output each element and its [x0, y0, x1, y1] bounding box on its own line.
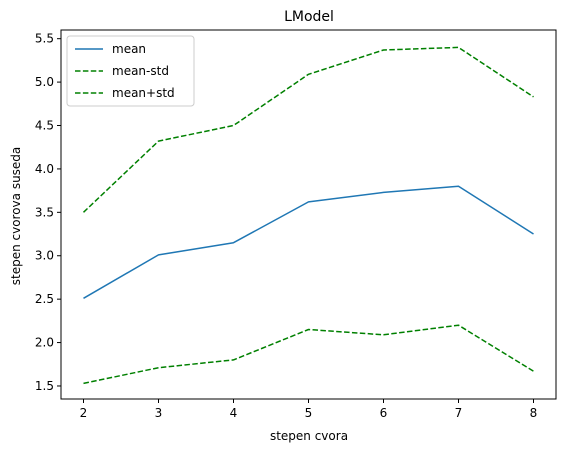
y-tick-label: 2.0 — [35, 336, 54, 350]
legend-entry: mean+std — [112, 86, 175, 100]
x-tick-label: 7 — [455, 406, 463, 420]
x-tick-label: 3 — [155, 406, 163, 420]
legend-box — [66, 35, 195, 107]
series-line-mean — [83, 185, 534, 299]
chart-title: LModel — [284, 9, 334, 25]
x-tick-label: 2 — [80, 406, 88, 420]
y-tick-label: 2.5 — [35, 292, 54, 306]
y-axis-label: stepen cvorova suseda — [9, 147, 23, 286]
legend-entry: mean-std — [112, 64, 169, 78]
y-tick-label: 5.0 — [35, 75, 54, 89]
series-line-mean-std — [83, 324, 534, 385]
y-tick-label: 5.5 — [35, 32, 54, 46]
y-tick-label: 4.5 — [35, 119, 54, 133]
y-tick-label: 3.0 — [35, 249, 54, 263]
x-tick-label: 6 — [380, 406, 388, 420]
x-tick-label: 5 — [305, 406, 313, 420]
x-axis-label: stepen cvora — [270, 429, 348, 443]
x-tick-label: 8 — [530, 406, 538, 420]
y-tick-label: 3.5 — [35, 205, 54, 219]
legend-entry: mean — [112, 42, 146, 56]
y-tick-label: 4.0 — [35, 162, 54, 176]
plot-area: 2 3 4 5 6 7 8 1.5 2.0 2.5 3.0 3.5 4.0 4.5 5.0 5.5 mean me… — [35, 29, 557, 420]
x-tick-label: 4 — [230, 406, 238, 420]
y-tick-label: 1.5 — [35, 379, 54, 393]
